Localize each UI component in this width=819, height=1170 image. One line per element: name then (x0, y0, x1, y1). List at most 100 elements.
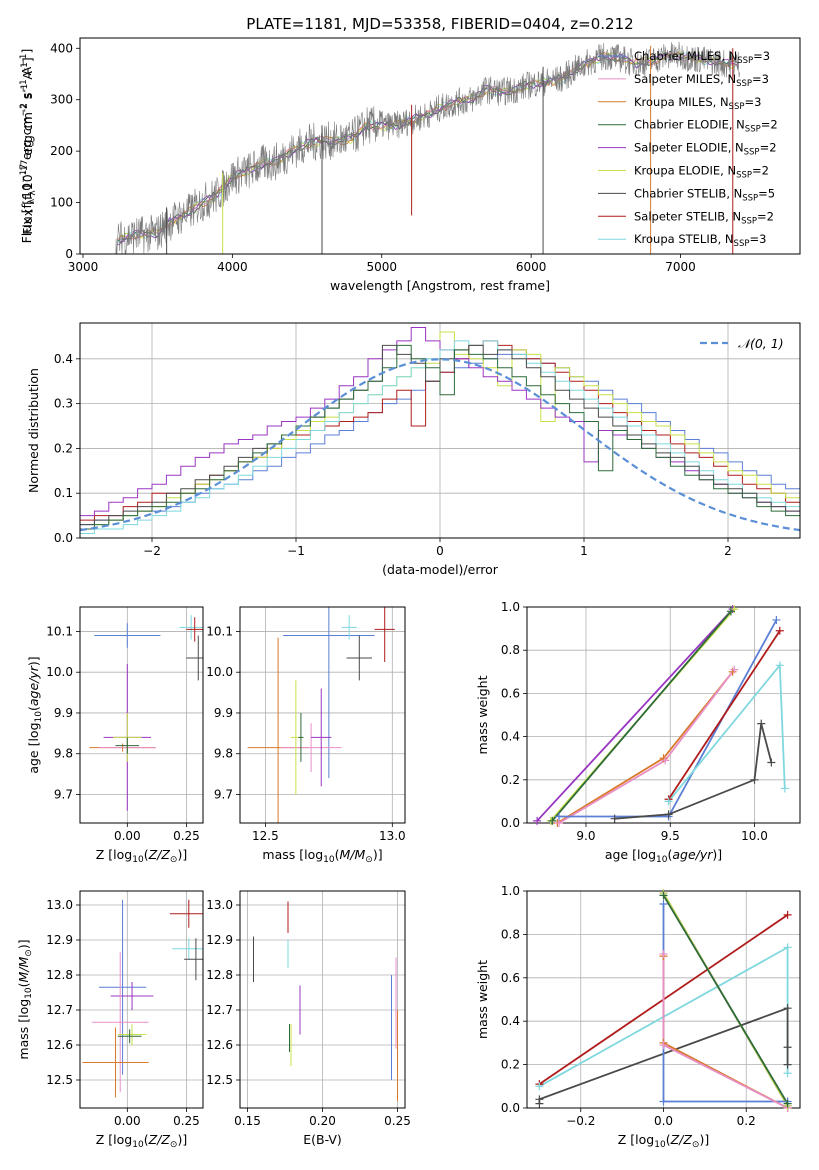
normal-curve (80, 358, 800, 532)
label-part: Z [log (96, 847, 132, 862)
y-axis-label: mass weight (475, 675, 490, 754)
y-tick-label: 12.6 (206, 1038, 233, 1052)
weight-marker-salpeter_miles (730, 665, 739, 674)
label-part: 10 (654, 1140, 666, 1150)
x-tick-label: 0.25 (173, 829, 200, 843)
panel-residuals: −2 −1 0 1 2 0.0 0.1 0.2 0.3 0.4 (data-model)/error… (26, 322, 801, 577)
legend-text: Salpeter MILES, N (634, 72, 736, 86)
x-tick-label: 0.0 (654, 1114, 673, 1128)
y-tick-label: 10.1 (46, 624, 73, 638)
label-part: ⊙ (365, 855, 373, 865)
x-tick-label: 6000 (516, 260, 547, 274)
label-part: wavelength [Angstrom, rest frame] (330, 278, 550, 293)
label-part: age/yr (26, 665, 41, 706)
legend-sub: SSP (736, 79, 752, 89)
y-tick-label: 13.0 (46, 898, 73, 912)
y-tick-label: 12.8 (46, 968, 73, 982)
legend-label: Salpeter ELODIE, NSSP=2 (634, 141, 777, 158)
y-tick-label: 9.7 (214, 787, 233, 801)
label-part: ( (26, 706, 41, 711)
weight-marker-chabrier_miles (555, 812, 564, 821)
label-part: −17 (19, 164, 29, 183)
label-part: M/M (16, 956, 31, 982)
legend-label-normal: 𝒩(0, 1) (738, 336, 784, 351)
histogram-chabrier_stelib (80, 344, 800, 526)
label-part: -17 (20, 160, 30, 175)
legend-text: Kroupa MILES, N (634, 95, 729, 109)
weight-marker-chabrier_stelib (664, 810, 673, 819)
legend-label: Kroupa MILES, NSSP=3 (634, 95, 761, 112)
legend-label: Kroupa ELODIE, NSSP=2 (634, 164, 769, 181)
panel-age_vs_mass: 12.5 13.0 9.7 9.8 9.9 10.0 10.1 mass [log10(M/M… (206, 606, 406, 865)
weight-marker-chabrier_stelib (783, 1043, 792, 1052)
label-part: ] (19, 49, 34, 54)
legend-text: Kroupa STELIB, N (634, 232, 734, 246)
label-part: )] (177, 847, 187, 862)
weight-marker-chabrier_stelib (750, 775, 759, 784)
x-axis-label: wavelength [Angstrom, rest frame] (330, 278, 550, 293)
histogram-chabrier_elodie (80, 344, 800, 530)
y-tick-label: 1.0 (501, 884, 520, 898)
panel-age_vs_Z: 0.00 0.259.79.89.910.010.1Z [log10(Z/Z⊙)]… (26, 606, 204, 865)
x-tick-label: 5000 (366, 260, 397, 274)
legend-suffix: =2 (757, 209, 774, 223)
y-tick-label: 9.8 (214, 747, 233, 761)
x-tick-label: 0.00 (114, 1114, 141, 1128)
label-part: erg cm (20, 112, 35, 160)
label-part: ( (667, 847, 672, 862)
plot-area (247, 607, 395, 823)
y-tick-label: 9.9 (54, 706, 73, 720)
y-tick-label: 12.5 (206, 1073, 233, 1087)
y-tick-label: 0.6 (501, 686, 520, 700)
label-part: A (20, 71, 35, 84)
y-axis-label: Flux [fλ10−17 erg cm−2 s−1 A−1] (19, 49, 37, 244)
label-part: −1 (19, 79, 29, 92)
label-part: age [log (26, 722, 41, 773)
weight-marker-salpeter_miles (661, 756, 670, 765)
legend-sub: SSP (745, 125, 761, 135)
x-tick-label: 9.0 (576, 829, 595, 843)
y-tick-label: 0.1 (54, 486, 73, 500)
label-part: −2 (19, 103, 29, 116)
label-part: )] (177, 1132, 187, 1147)
y-tick-label: 0.4 (501, 1014, 520, 1028)
legend-suffix: =3 (744, 95, 761, 109)
weight-line-salpeter_elodie (536, 608, 734, 822)
x-tick-label: 12.5 (252, 829, 279, 843)
weight-marker-kroupa_stelib (664, 797, 673, 806)
panel-mass_vs_ebv: 0.15 0.20 0.25 12.5 12.6 12.7 12.8 12.9 13.0 E(B-… (206, 890, 411, 1147)
label-part: erg cm (19, 116, 34, 164)
label-part: ⊙ (692, 1140, 700, 1150)
axes-frame (526, 606, 801, 824)
y-tick-label: 10.0 (206, 665, 233, 679)
label-part: Z [log (618, 1132, 654, 1147)
y-tick-label: 12.9 (46, 933, 73, 947)
y-axis-label: mass [log10(M/M⊙)] (16, 939, 34, 1059)
y-axis-label: Flux [fλ10-17 erg cm-2 s-1 A-1] (20, 57, 38, 235)
label-part: 10 (34, 711, 44, 723)
y-tick-label: 200 (50, 144, 73, 158)
legend-sub: SSP (736, 171, 752, 181)
x-axis-label: Z [log10(Z/Z⊙)] (96, 847, 187, 865)
x-tick-label: −0.2 (566, 1114, 595, 1128)
label-part: -1 (20, 84, 30, 93)
x-tick-label: 4000 (217, 260, 248, 274)
label-part: mass weight (475, 960, 490, 1039)
y-tick-label: 0.0 (501, 816, 520, 830)
legend-sub: SSP (729, 102, 745, 112)
x-axis-label: (data-model)/error (382, 562, 499, 577)
x-tick-label: −2 (143, 544, 161, 558)
label-part: ⊙ (170, 1140, 178, 1150)
y-axis-label: age [log10(age/yr)] (26, 656, 44, 773)
y-tick-label: 300 (50, 93, 73, 107)
label-part: 10 (19, 183, 34, 199)
y-tick-label: 12.8 (206, 968, 233, 982)
legend-sub: SSP (744, 148, 760, 158)
y-tick-label: 400 (50, 41, 73, 55)
legend-text: Chabrier MILES, N (634, 49, 737, 63)
label-part: )] (16, 939, 31, 949)
weight-marker-kroupa_stelib (780, 784, 789, 793)
axes-frame (79, 37, 801, 255)
y-tick-label: 9.7 (54, 787, 73, 801)
